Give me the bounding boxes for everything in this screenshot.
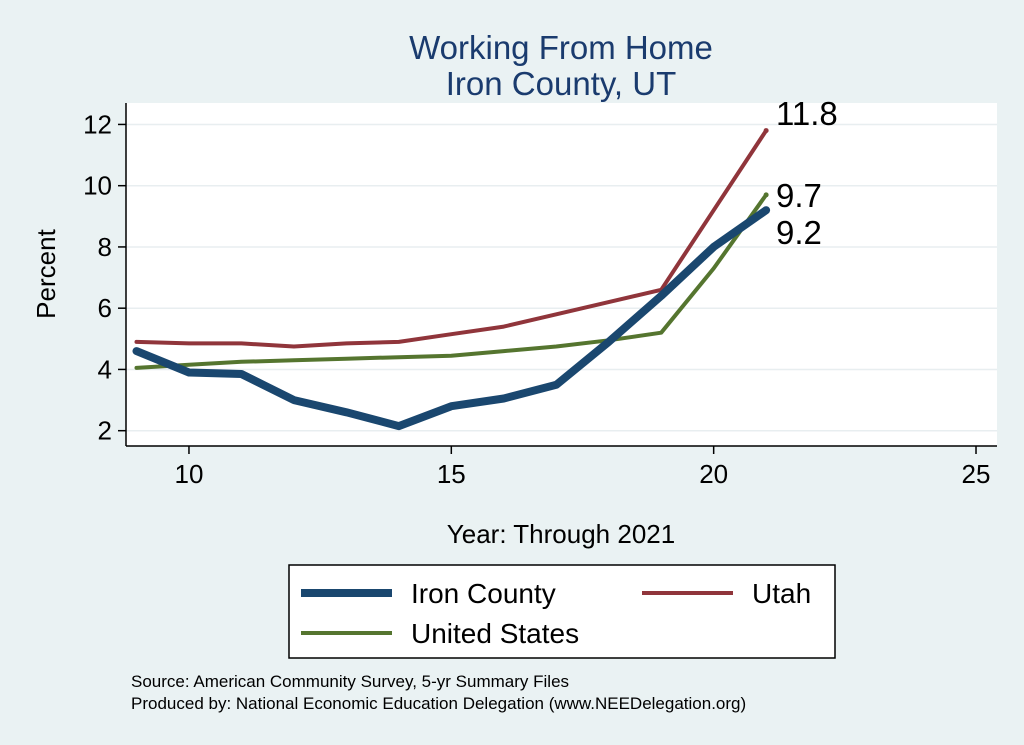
legend: Iron County Utah United States (288, 564, 836, 659)
data-point-iron-county (240, 373, 243, 375)
legend-label-utah: Utah (752, 578, 811, 609)
producer-note: Produced by: National Economic Education… (131, 694, 746, 713)
x-tick-label: 20 (699, 459, 728, 489)
data-point-iron-county (607, 341, 610, 343)
data-point-iron-county (450, 405, 453, 407)
data-point-iron-county (712, 246, 715, 248)
y-tick-label: 4 (98, 354, 112, 384)
data-point-united-states (555, 345, 558, 348)
y-tick-label: 2 (98, 416, 112, 446)
data-point-united-states (293, 359, 295, 362)
legend-label-iron-county: Iron County (411, 578, 556, 609)
data-point-united-states (188, 364, 190, 366)
data-point-united-states (450, 354, 453, 357)
data-point-united-states (398, 356, 400, 358)
data-point-iron-county (188, 371, 190, 374)
data-point-utah (293, 345, 295, 348)
legend-box (288, 564, 836, 659)
end-label-united-states: 9.7 (776, 177, 822, 214)
y-tick-label: 12 (83, 109, 112, 139)
data-point-iron-county (398, 425, 400, 427)
data-point-utah (240, 342, 243, 345)
data-point-united-states (712, 267, 715, 270)
data-point-utah (607, 301, 610, 303)
data-point-united-states (240, 360, 243, 363)
data-point-iron-county (135, 350, 138, 352)
source-note: Source: American Community Survey, 5-yr … (131, 672, 569, 691)
y-tick-label: 6 (98, 293, 112, 323)
data-point-united-states (660, 331, 662, 334)
data-point-utah (450, 333, 453, 336)
data-point-iron-county (293, 399, 295, 401)
series-lines (132, 128, 771, 431)
data-point-iron-county (502, 397, 505, 400)
data-point-united-states (345, 357, 348, 360)
legend-label-united-states: United States (411, 618, 579, 649)
data-point-iron-county (555, 383, 558, 386)
grid-lines (126, 123, 997, 432)
data-point-united-states (502, 350, 505, 352)
tick-labels: 2 4 6 8 10 12 10 15 20 25 (83, 109, 990, 489)
data-point-utah (502, 325, 505, 328)
data-point-iron-county (763, 207, 769, 213)
data-point-utah (555, 313, 558, 316)
data-point-utah (345, 342, 348, 345)
chart-title: Working From Home (409, 29, 713, 66)
plot-area (126, 103, 997, 446)
x-tick-label: 15 (437, 459, 466, 489)
end-label-iron-county: 9.2 (776, 214, 822, 251)
y-tick-label: 10 (83, 171, 112, 201)
axes (125, 103, 997, 447)
data-point-utah (135, 341, 138, 343)
data-point-utah (398, 341, 400, 343)
data-point-iron-county (660, 295, 662, 297)
data-point-iron-county (345, 411, 348, 414)
x-axis-title: Year: Through 2021 (447, 519, 675, 549)
x-tick-label: 25 (962, 459, 991, 489)
chart-subtitle: Iron County, UT (446, 65, 676, 102)
data-point-utah (188, 342, 190, 345)
x-tick-label: 10 (175, 459, 204, 489)
end-label-utah: 11.8 (776, 95, 838, 132)
data-point-united-states (763, 192, 769, 198)
y-axis-title: Percent (31, 228, 61, 318)
data-point-utah (712, 209, 715, 211)
y-tick-label: 8 (98, 232, 112, 262)
data-point-united-states (135, 367, 138, 369)
data-point-utah (763, 128, 769, 134)
